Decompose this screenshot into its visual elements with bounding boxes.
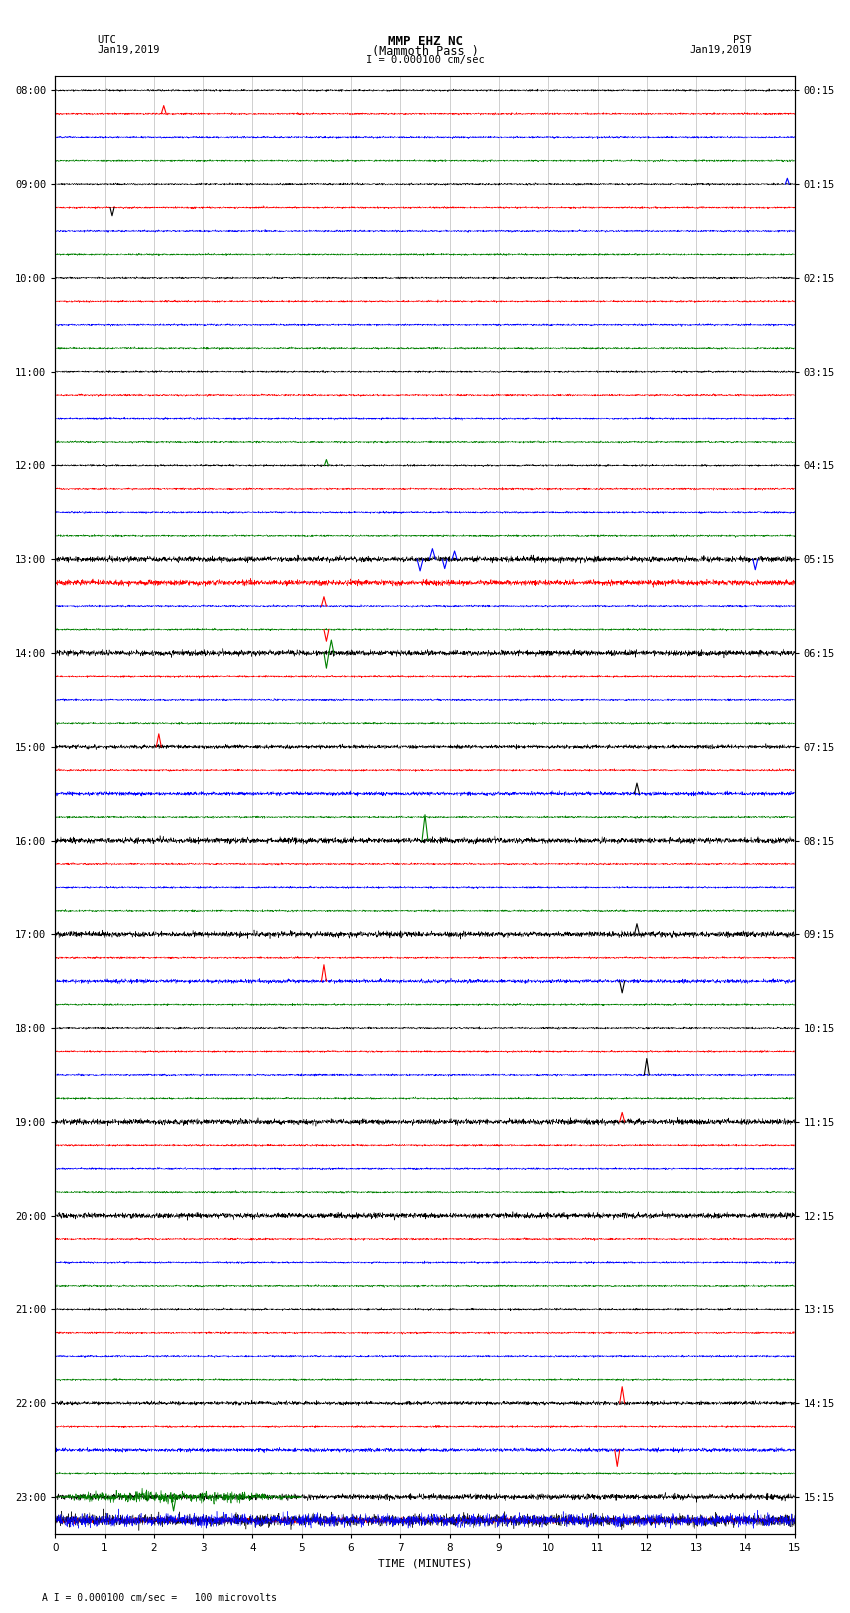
Text: A I = 0.000100 cm/sec =   100 microvolts: A I = 0.000100 cm/sec = 100 microvolts bbox=[42, 1594, 277, 1603]
Text: Jan19,2019: Jan19,2019 bbox=[689, 45, 752, 55]
Text: UTC: UTC bbox=[98, 35, 116, 45]
Text: MMP EHZ NC: MMP EHZ NC bbox=[388, 35, 462, 48]
Text: PST: PST bbox=[734, 35, 752, 45]
Text: (Mammoth Pass ): (Mammoth Pass ) bbox=[371, 45, 479, 58]
X-axis label: TIME (MINUTES): TIME (MINUTES) bbox=[377, 1560, 473, 1569]
Text: Jan19,2019: Jan19,2019 bbox=[98, 45, 161, 55]
Text: I = 0.000100 cm/sec: I = 0.000100 cm/sec bbox=[366, 55, 484, 65]
